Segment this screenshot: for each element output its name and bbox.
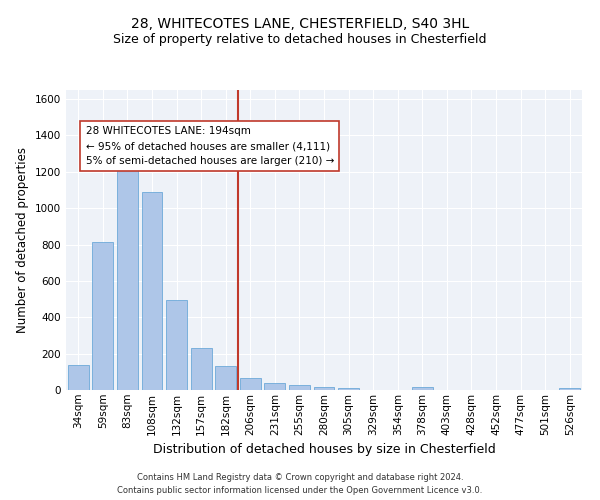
Bar xyxy=(240,378,261,390)
Bar xyxy=(412,386,433,390)
Bar xyxy=(117,154,138,390)
Text: Contains HM Land Registry data © Crown copyright and database right 2024.
Contai: Contains HM Land Registry data © Crown c… xyxy=(118,474,482,495)
X-axis label: Distribution of detached houses by size in Chesterfield: Distribution of detached houses by size … xyxy=(152,443,496,456)
Bar xyxy=(166,300,187,390)
Text: 28, WHITECOTES LANE, CHESTERFIELD, S40 3HL: 28, WHITECOTES LANE, CHESTERFIELD, S40 3… xyxy=(131,18,469,32)
Bar xyxy=(289,385,310,390)
Bar xyxy=(338,388,359,390)
Text: 28 WHITECOTES LANE: 194sqm
← 95% of detached houses are smaller (4,111)
5% of se: 28 WHITECOTES LANE: 194sqm ← 95% of deta… xyxy=(86,126,334,166)
Bar xyxy=(314,388,334,390)
Bar xyxy=(559,388,580,390)
Bar xyxy=(68,366,89,390)
Bar xyxy=(92,242,113,390)
Bar xyxy=(191,348,212,390)
Bar xyxy=(265,383,286,390)
Y-axis label: Number of detached properties: Number of detached properties xyxy=(16,147,29,333)
Text: Size of property relative to detached houses in Chesterfield: Size of property relative to detached ho… xyxy=(113,32,487,46)
Bar xyxy=(215,366,236,390)
Bar xyxy=(142,192,163,390)
